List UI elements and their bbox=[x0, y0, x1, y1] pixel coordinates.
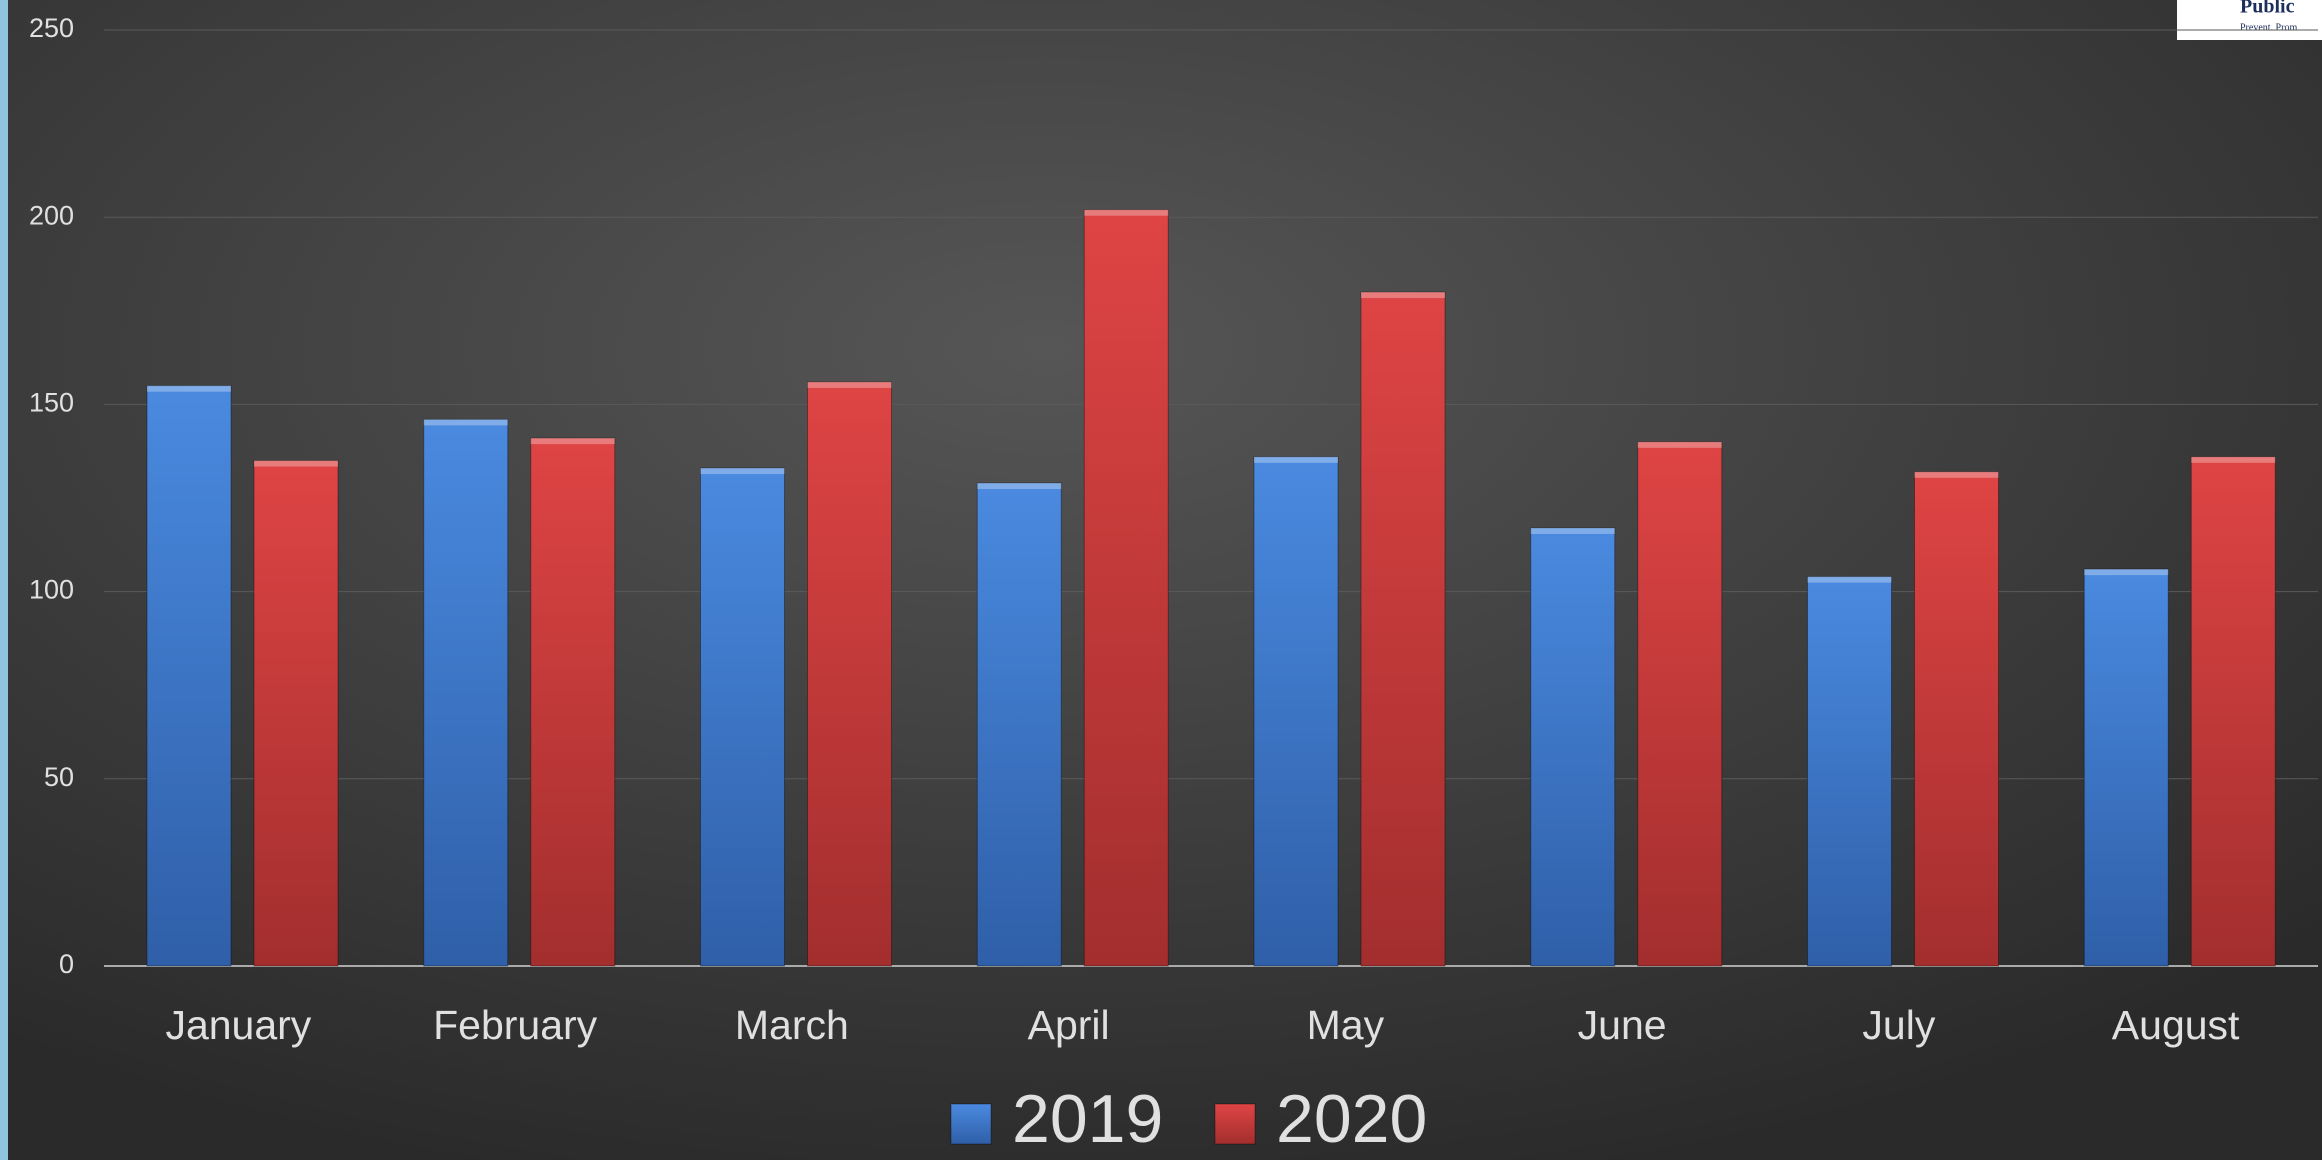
bar-bevel bbox=[147, 385, 231, 392]
logo-box bbox=[2177, 0, 2322, 40]
bar bbox=[253, 460, 339, 967]
bar-bevel bbox=[700, 468, 785, 475]
bar-bevel bbox=[1530, 527, 1615, 534]
bar bbox=[1360, 291, 1446, 967]
logo-tagline: Prevent. Prom bbox=[2240, 22, 2297, 33]
bar-bevel bbox=[1914, 471, 1999, 478]
y-tick-label: 150 bbox=[29, 388, 74, 418]
bar-bevel bbox=[530, 438, 615, 445]
bar-bevel bbox=[2191, 456, 2276, 463]
bar bbox=[2190, 456, 2276, 967]
bar bbox=[1253, 456, 1339, 967]
x-tick-label: January bbox=[165, 1002, 311, 1048]
bar-bevel bbox=[254, 460, 338, 467]
bar-bevel bbox=[1254, 456, 1338, 463]
left-strip bbox=[0, 0, 8, 1160]
bar-bevel bbox=[423, 419, 508, 426]
y-tick-label: 0 bbox=[59, 949, 74, 979]
x-tick-label: March bbox=[735, 1002, 849, 1048]
x-tick-label: August bbox=[2112, 1002, 2240, 1048]
bar bbox=[976, 482, 1062, 967]
y-tick-label: 200 bbox=[29, 200, 74, 230]
bar bbox=[700, 467, 785, 967]
legend-swatch bbox=[950, 1103, 992, 1145]
x-tick-label: July bbox=[1862, 1002, 1935, 1048]
bar bbox=[1530, 527, 1616, 967]
legend-label: 2019 bbox=[1012, 1081, 1163, 1157]
bar bbox=[2083, 568, 2169, 967]
x-tick-label: May bbox=[1307, 1002, 1385, 1048]
bar bbox=[807, 381, 892, 967]
bar bbox=[1637, 441, 1723, 967]
bar-bevel bbox=[1807, 576, 1892, 583]
x-tick-label: April bbox=[1028, 1002, 1110, 1048]
bar bbox=[1914, 471, 1999, 967]
bar-bevel bbox=[1084, 209, 1169, 216]
bar bbox=[1083, 209, 1169, 967]
bar-bevel bbox=[977, 483, 1062, 490]
legend-label: 2020 bbox=[1276, 1081, 1427, 1157]
bar bbox=[423, 418, 509, 967]
bar bbox=[146, 385, 232, 967]
bar-bevel bbox=[807, 381, 892, 388]
y-tick-label: 50 bbox=[44, 762, 74, 792]
x-tick-label: February bbox=[433, 1002, 598, 1048]
y-tick-label: 250 bbox=[29, 13, 74, 43]
bar-bevel bbox=[2084, 569, 2169, 576]
bar bbox=[530, 437, 616, 967]
y-tick-label: 100 bbox=[29, 575, 74, 605]
bar-bevel bbox=[1361, 292, 1445, 299]
bar-bevel bbox=[1637, 441, 1722, 448]
legend-swatch bbox=[1214, 1103, 1256, 1145]
bar bbox=[1807, 576, 1892, 967]
logo-name: Public bbox=[2240, 0, 2295, 18]
x-tick-label: June bbox=[1578, 1002, 1667, 1048]
